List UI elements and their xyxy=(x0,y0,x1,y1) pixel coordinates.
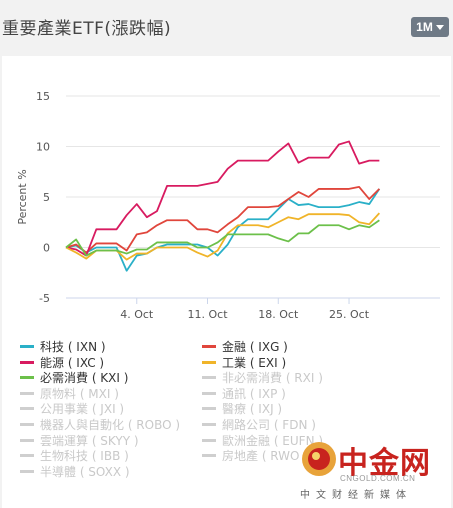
legend-label: 半導體 ( SOXX ) xyxy=(40,464,130,479)
legend-swatch xyxy=(202,423,216,426)
page-title: 重要產業ETF(漲跌幅) xyxy=(2,19,172,39)
legend-label: 醫療 ( IXJ ) xyxy=(222,402,283,417)
x-tick-label: 25. Oct xyxy=(329,308,370,321)
chart-card: -5 0 5 10 15 4. Oct 11. Oct 18. Oct 25. Oct Perce… xyxy=(2,56,451,508)
series-line xyxy=(65,140,380,257)
legend-swatch xyxy=(20,345,34,348)
legend-swatch xyxy=(20,454,34,458)
legend-label: 金融 ( IXG ) xyxy=(222,340,288,354)
y-tick-label: -5 xyxy=(39,292,50,305)
x-tick-label: 4. Oct xyxy=(120,308,154,321)
x-tick-label: 18. Oct xyxy=(258,308,299,321)
legend-label: 房地產 ( RWO ) xyxy=(222,449,308,464)
y-tick-label: 10 xyxy=(36,141,50,154)
legend-swatch xyxy=(20,391,34,395)
legend-swatch xyxy=(202,454,216,458)
legend-label: 生物科技 ( IBB ) xyxy=(40,449,129,464)
y-axis-title: Percent % xyxy=(16,169,29,224)
legend-swatch xyxy=(20,376,34,380)
chevron-down-icon xyxy=(435,25,444,31)
legend-swatch xyxy=(20,423,34,426)
watermark-name: 中金网 xyxy=(338,446,431,481)
legend-swatch xyxy=(202,391,216,395)
legend-swatch xyxy=(202,407,216,411)
watermark: 中金网 CNGOLD.COM.CN 中文财经新媒体 xyxy=(296,438,448,501)
legend-label: 非必需消費 ( RXI ) xyxy=(222,371,323,386)
cngold-logo-icon xyxy=(302,442,336,476)
legend-swatch xyxy=(202,376,216,380)
legend-label: 通訊 ( IXP ) xyxy=(222,386,286,401)
chart: -5 0 5 10 15 4. Oct 11. Oct 18. Oct 25. Oct Perce… xyxy=(16,90,440,321)
header: 重要產業ETF(漲跌幅) 1M xyxy=(0,0,453,56)
legend-swatch xyxy=(20,360,34,364)
legend-label: 原物料 ( MXI ) xyxy=(40,386,119,401)
legend-label: 網路公司 ( FDN ) xyxy=(222,418,316,432)
legend-label: 機器人與自動化 ( ROBO ) xyxy=(40,418,181,432)
legend-label: 雲端運算 ( SKYY ) xyxy=(40,433,139,448)
series-line xyxy=(65,185,380,254)
legend-label: 工業 ( EXI ) xyxy=(222,355,287,370)
y-tick-label: 15 xyxy=(36,90,50,103)
legend-swatch xyxy=(202,360,216,364)
y-tick-label: 0 xyxy=(43,242,50,255)
range-dropdown-button[interactable]: 1M xyxy=(411,17,449,37)
legend-swatch xyxy=(20,438,34,442)
legend-swatch xyxy=(202,438,216,442)
series-line xyxy=(65,219,380,257)
legend-label: 歐洲金融 ( EUFN ) xyxy=(222,433,324,448)
y-tick-label: 5 xyxy=(43,191,50,204)
legend-label: 必需消費 ( KXI ) xyxy=(40,371,129,386)
legend-label: 公用事業 ( JXI ) xyxy=(40,402,125,417)
legend-swatch xyxy=(20,469,34,473)
legend-swatch xyxy=(20,407,34,411)
legend-swatch xyxy=(202,345,216,348)
legend-label: 科技 ( IXN ) xyxy=(40,340,106,354)
watermark-url: CNGOLD.COM.CN xyxy=(340,474,416,483)
range-label: 1M xyxy=(416,20,433,34)
x-tick-label: 11. Oct xyxy=(188,308,229,321)
series-line xyxy=(65,212,381,261)
watermark-slogan: 中文财经新媒体 xyxy=(300,490,412,501)
legend-label: 能源 ( IXC ) xyxy=(40,355,105,370)
